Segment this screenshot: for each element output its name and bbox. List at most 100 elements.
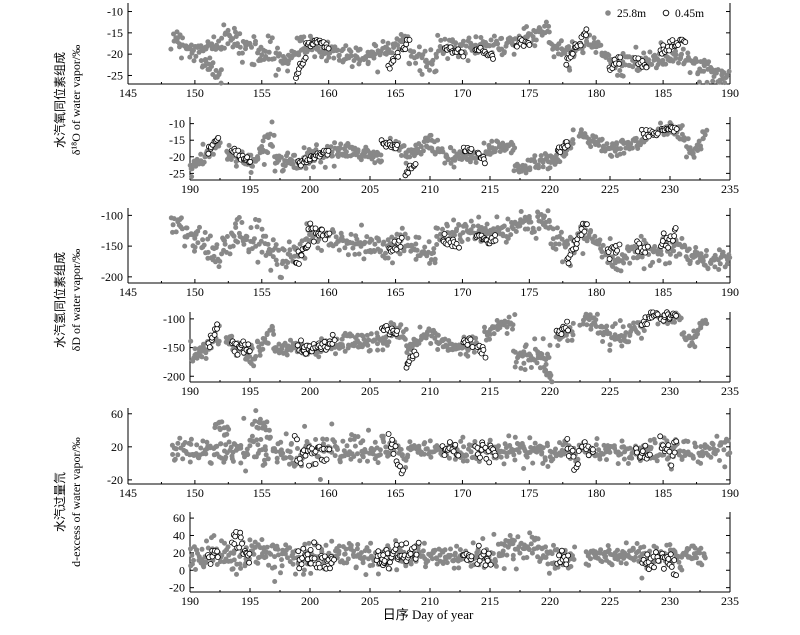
data-point bbox=[607, 342, 613, 348]
data-point bbox=[278, 570, 283, 576]
data-point bbox=[254, 224, 260, 230]
data-point bbox=[465, 58, 471, 64]
data-point bbox=[399, 452, 405, 458]
data-point bbox=[300, 545, 307, 552]
data-point bbox=[503, 239, 509, 245]
data-point bbox=[189, 552, 195, 558]
data-point bbox=[370, 562, 376, 568]
data-point bbox=[303, 165, 309, 171]
data-point bbox=[307, 220, 314, 227]
data-point bbox=[559, 547, 565, 554]
data-point bbox=[468, 449, 474, 455]
data-point bbox=[377, 452, 383, 458]
data-point bbox=[511, 51, 517, 57]
data-point bbox=[219, 35, 225, 41]
data-point bbox=[267, 131, 273, 137]
data-point bbox=[583, 311, 589, 317]
data-point bbox=[385, 565, 392, 572]
data-point bbox=[357, 240, 363, 246]
legend: 25.8m 0.45m bbox=[605, 8, 704, 20]
data-point bbox=[546, 29, 552, 35]
data-point bbox=[624, 255, 630, 261]
x-tick-label: 155 bbox=[253, 285, 271, 299]
data-point bbox=[515, 534, 521, 540]
data-point bbox=[434, 242, 440, 247]
y-tick-label: -15 bbox=[107, 26, 123, 40]
data-point bbox=[465, 236, 471, 242]
data-point bbox=[685, 439, 691, 444]
data-point bbox=[276, 247, 282, 253]
data-point bbox=[288, 455, 294, 461]
data-point bbox=[704, 248, 709, 253]
data-point bbox=[619, 343, 625, 349]
data-point bbox=[652, 244, 658, 249]
data-point bbox=[501, 223, 507, 229]
x-tick-label: 160 bbox=[320, 486, 338, 500]
data-point bbox=[199, 354, 205, 360]
data-point bbox=[375, 341, 380, 347]
data-point bbox=[191, 47, 196, 53]
data-point bbox=[681, 330, 687, 336]
data-point bbox=[558, 331, 565, 338]
data-point bbox=[563, 61, 570, 68]
data-point bbox=[215, 134, 222, 141]
data-point bbox=[414, 247, 420, 253]
data-point bbox=[306, 540, 312, 546]
data-point bbox=[387, 559, 393, 566]
data-point bbox=[237, 561, 243, 567]
data-point bbox=[237, 44, 243, 50]
data-point bbox=[593, 442, 599, 448]
x-tick-label: 215 bbox=[481, 384, 499, 398]
data-point bbox=[214, 321, 221, 328]
data-point bbox=[487, 561, 494, 568]
data-point bbox=[553, 241, 558, 247]
data-point bbox=[280, 350, 286, 356]
data-point bbox=[253, 354, 259, 359]
data-point bbox=[203, 58, 209, 64]
data-point bbox=[496, 443, 501, 449]
x-tick-label: 195 bbox=[241, 384, 259, 398]
data-point bbox=[312, 460, 319, 467]
data-point bbox=[316, 564, 323, 571]
data-point bbox=[203, 356, 209, 361]
data-point bbox=[200, 237, 206, 243]
legend-marker-25-8m bbox=[605, 10, 611, 16]
data-point bbox=[704, 79, 710, 85]
data-point bbox=[568, 564, 574, 569]
data-point bbox=[714, 433, 720, 439]
data-point bbox=[523, 342, 529, 348]
data-point bbox=[670, 237, 676, 244]
data-point bbox=[567, 67, 573, 73]
y-tick-label: -20 bbox=[169, 150, 185, 164]
data-point bbox=[497, 149, 503, 154]
data-point bbox=[428, 454, 434, 460]
y-tick-label: -25 bbox=[169, 166, 185, 180]
data-point bbox=[517, 550, 523, 556]
data-point bbox=[607, 347, 613, 353]
data-point bbox=[560, 259, 565, 265]
data-point bbox=[473, 42, 479, 48]
data-point bbox=[687, 70, 693, 76]
data-point bbox=[179, 226, 185, 232]
data-point bbox=[545, 443, 550, 449]
data-point bbox=[506, 314, 512, 320]
series-0-45m bbox=[205, 309, 679, 371]
data-point bbox=[434, 233, 440, 239]
data-point bbox=[565, 241, 571, 247]
x-tick-label: 215 bbox=[481, 594, 499, 608]
data-point bbox=[340, 344, 346, 350]
data-point bbox=[669, 37, 676, 43]
data-point bbox=[642, 442, 649, 449]
data-point bbox=[505, 235, 511, 241]
data-point bbox=[394, 142, 401, 148]
x-tick-label: 230 bbox=[661, 384, 679, 398]
data-point bbox=[397, 251, 403, 257]
data-point bbox=[325, 147, 332, 154]
data-point bbox=[324, 436, 330, 442]
data-point bbox=[565, 552, 571, 559]
data-point bbox=[366, 337, 372, 343]
data-point bbox=[446, 439, 453, 446]
data-point bbox=[219, 419, 225, 425]
data-point bbox=[229, 333, 235, 339]
